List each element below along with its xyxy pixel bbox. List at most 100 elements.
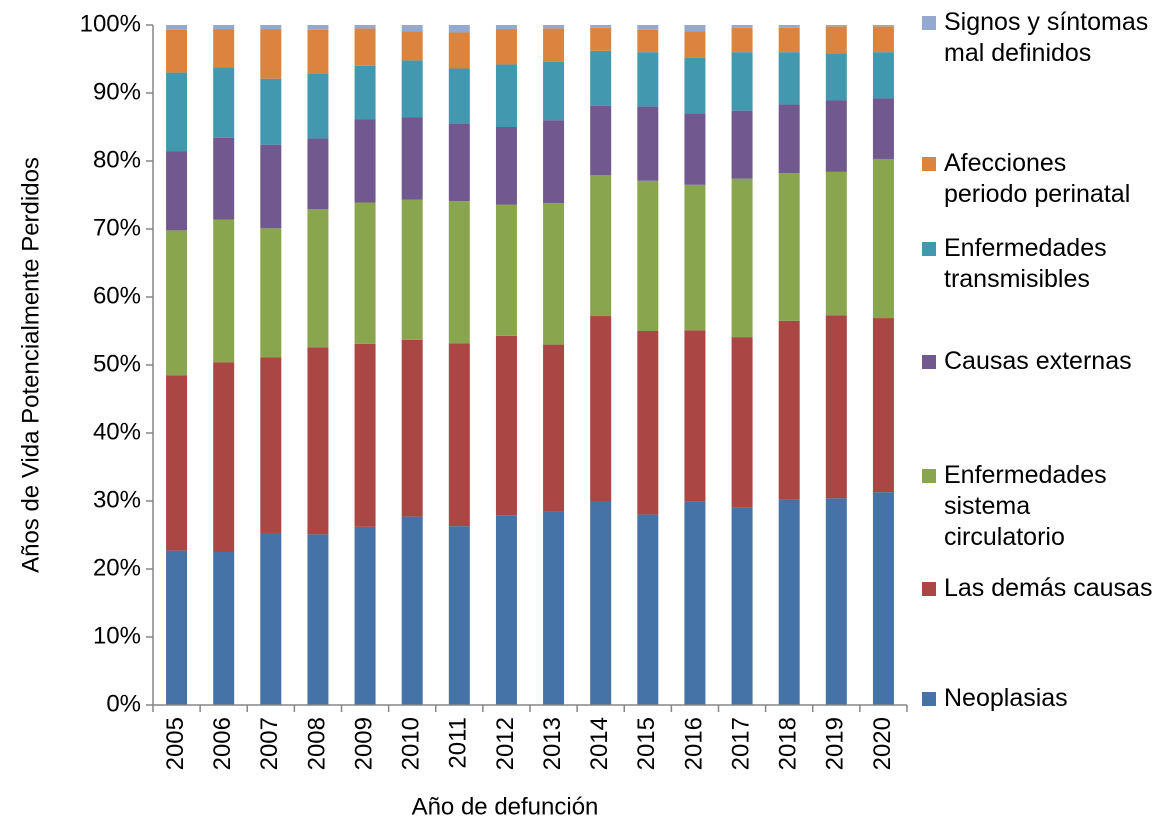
bar-segment: [872, 318, 894, 493]
bar-segment: [401, 60, 423, 118]
bar-segment: [354, 65, 376, 120]
bar-segment: [637, 514, 659, 705]
y-tick-label: 90%: [93, 78, 141, 105]
bar-segment: [354, 526, 376, 705]
bar-segment: [307, 73, 329, 139]
bar-segment: [260, 228, 282, 358]
x-tick-label: 2006: [209, 717, 236, 770]
x-axis-title: Año de defunción: [412, 793, 599, 820]
bar-segment: [872, 25, 894, 27]
legend-swatch: [922, 157, 936, 171]
bar-segment: [543, 28, 565, 62]
legend-label: Causas externas: [944, 347, 1132, 375]
bar-segment: [307, 209, 329, 348]
x-tick-label: 2017: [727, 717, 754, 770]
x-tick-label: 2016: [680, 717, 707, 770]
bar-segment: [260, 357, 282, 533]
bar-segment: [590, 501, 612, 705]
bar-segment: [731, 110, 753, 179]
bar-segment: [495, 515, 517, 705]
x-tick-label: 2007: [256, 717, 283, 770]
legend-label: Enfermedades sistema circulatorio: [944, 461, 1107, 551]
y-tick-label: 20%: [93, 554, 141, 581]
bar-segment: [731, 25, 753, 28]
legend-label: Signos y síntomas mal definidos: [944, 8, 1149, 67]
bar-segment: [354, 202, 376, 344]
bar-segment: [213, 137, 235, 220]
y-tick-label: 60%: [93, 282, 141, 309]
legend-swatch: [922, 355, 936, 369]
bar-segment: [166, 72, 188, 152]
bar-segment: [872, 98, 894, 159]
bar-segment: [590, 50, 612, 106]
legend-label: Neoplasias: [944, 684, 1068, 712]
bar-segment: [684, 330, 706, 502]
bar-segment: [731, 337, 753, 508]
bar-segment: [166, 550, 188, 705]
bar-segment: [213, 29, 235, 68]
bar-segment: [778, 104, 800, 174]
bar-segment: [778, 27, 800, 53]
bar-segment: [260, 532, 282, 705]
bar-segment: [213, 25, 235, 30]
bar-segment: [260, 78, 282, 145]
legend-label: Las demás causas: [944, 574, 1153, 602]
bar-segment: [448, 123, 470, 202]
bar-segment: [448, 68, 470, 124]
bar-segment: [401, 117, 423, 200]
bar-segment: [260, 25, 282, 30]
bar-segment: [731, 178, 753, 338]
bar-segment: [213, 219, 235, 363]
bar-segment: [825, 25, 847, 27]
x-tick-label: 2018: [775, 717, 802, 770]
bar-segment: [495, 25, 517, 30]
x-tick-label: 2008: [303, 717, 330, 770]
bar-segment: [590, 175, 612, 317]
bar-segment: [543, 203, 565, 345]
bar-segment: [778, 173, 800, 321]
bar-segment: [401, 31, 423, 61]
bar-segment: [731, 27, 753, 53]
bar-segment: [825, 498, 847, 705]
bar-segment: [684, 113, 706, 185]
bar-segment: [543, 344, 565, 512]
bar-segment: [684, 501, 706, 705]
y-tick-label: 100%: [80, 10, 141, 37]
bar-segment: [401, 199, 423, 340]
bar-segment: [166, 29, 188, 73]
bar-segment: [495, 127, 517, 205]
bar-segment: [872, 26, 894, 53]
bar-segment: [307, 138, 329, 210]
bar-segment: [213, 552, 235, 705]
bar-segment: [448, 201, 470, 344]
bar-segment: [260, 144, 282, 229]
x-tick-label: 2009: [350, 717, 377, 770]
bar-segment: [637, 180, 659, 331]
bar-segment: [872, 158, 894, 319]
legend-label: Enfermedades transmisibles: [944, 234, 1107, 293]
legend-swatch: [922, 469, 936, 483]
x-tick-label: 2014: [586, 717, 613, 770]
y-tick-label: 0%: [106, 690, 141, 717]
y-tick-label: 70%: [93, 214, 141, 241]
bar-segment: [731, 507, 753, 705]
bar-segment: [307, 29, 329, 74]
bar-segment: [825, 53, 847, 101]
bar-segment: [637, 106, 659, 181]
bar-segment: [354, 25, 376, 29]
bar-segment: [448, 526, 470, 705]
bar-segment: [778, 320, 800, 500]
bar-segment: [166, 230, 188, 376]
bar-segment: [543, 511, 565, 705]
legend-swatch: [922, 692, 936, 706]
bar-segment: [590, 25, 612, 28]
legend-swatch: [922, 242, 936, 256]
y-tick-label: 80%: [93, 146, 141, 173]
bar-segment: [637, 52, 659, 107]
y-tick-label: 10%: [93, 622, 141, 649]
bar-segment: [260, 29, 282, 79]
bar-segment: [354, 119, 376, 203]
bar-segment: [448, 25, 470, 33]
